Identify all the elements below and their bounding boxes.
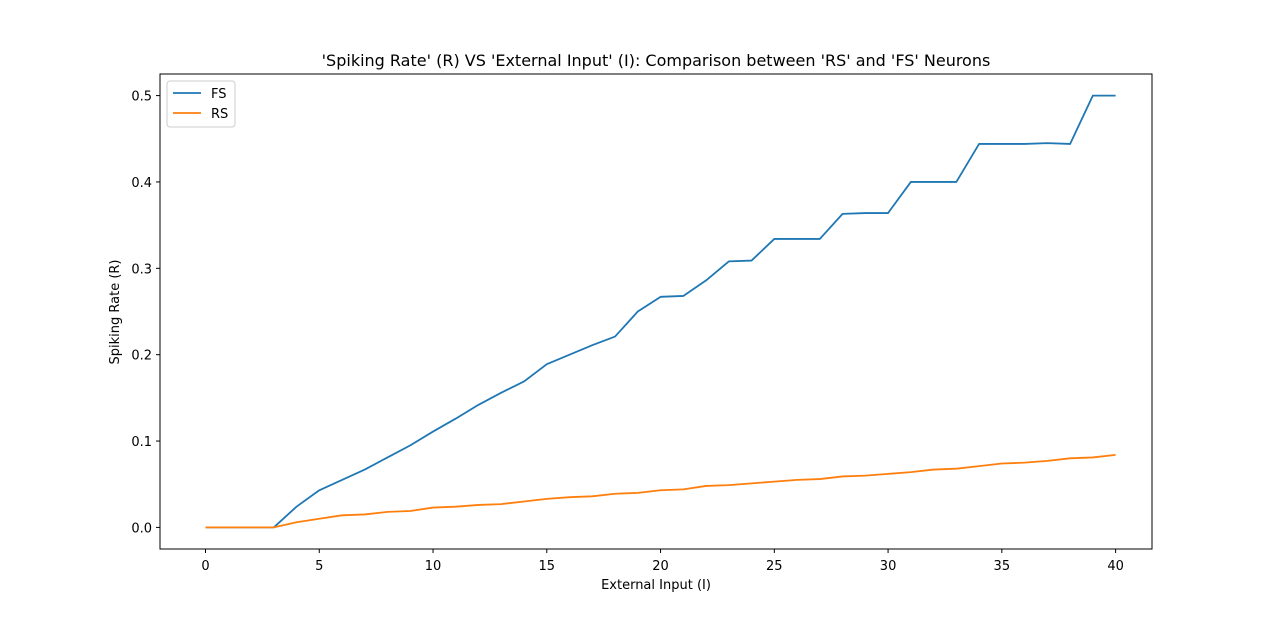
y-axis-label: Spiking Rate (R) [108, 260, 123, 365]
y-tick-label: 0.3 [131, 262, 152, 277]
legend-label-fs: FS [211, 87, 227, 102]
series-line-fs [205, 94, 1116, 529]
x-tick-label: 10 [425, 559, 442, 574]
x-tick-label: 25 [766, 559, 783, 574]
x-tick-label: 5 [315, 559, 323, 574]
y-tick-label: 0.2 [131, 349, 152, 364]
legend-label-rs: RS [211, 107, 228, 122]
plot-lines [205, 94, 1116, 529]
series-line-rs [205, 453, 1116, 529]
chart-title: 'Spiking Rate' (R) VS 'External Input' (… [322, 51, 991, 70]
x-axis: 0 5 10 15 20 25 30 35 40 [201, 549, 1124, 574]
y-axis: 0.0 0.1 0.2 0.3 0.4 0.5 [131, 90, 160, 536]
x-tick-label: 0 [201, 559, 209, 574]
x-axis-label: External Input (I) [601, 578, 711, 593]
legend: FS RS [166, 80, 236, 128]
x-tick-label: 35 [994, 559, 1011, 574]
y-tick-label: 0.5 [131, 90, 152, 105]
x-tick-label: 20 [652, 559, 669, 574]
x-tick-label: 30 [880, 559, 897, 574]
x-tick-label: 40 [1107, 559, 1124, 574]
x-tick-label: 15 [539, 559, 556, 574]
y-tick-label: 0.1 [131, 435, 152, 450]
y-tick-label: 0.0 [131, 521, 152, 536]
y-tick-label: 0.4 [131, 176, 152, 191]
plot-frame [159, 73, 1153, 550]
